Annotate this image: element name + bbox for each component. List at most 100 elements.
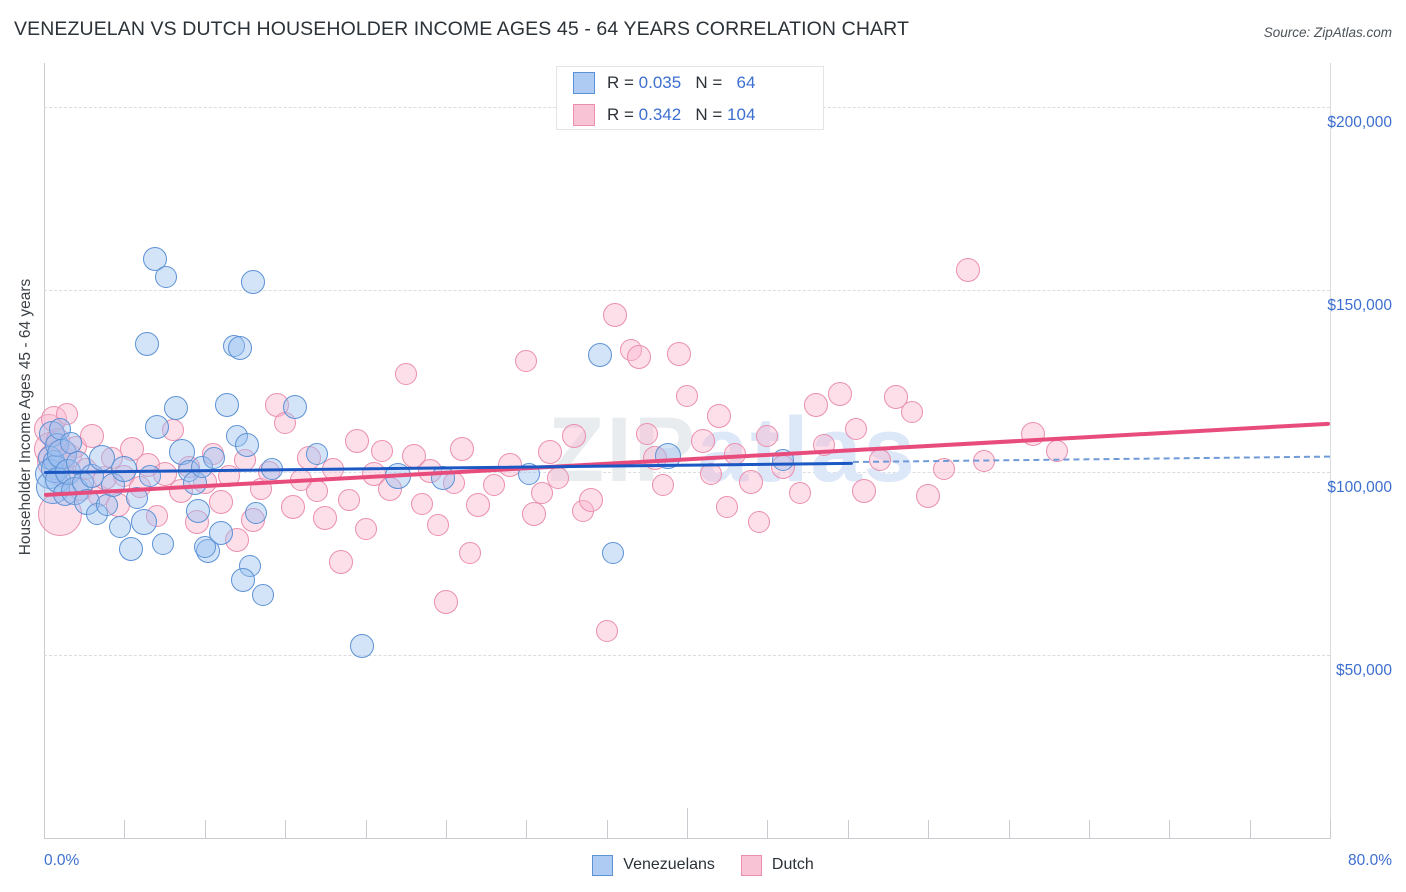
data-point-v[interactable] bbox=[118, 537, 143, 562]
data-point-d[interactable] bbox=[306, 479, 329, 502]
x-axis-tick bbox=[1330, 820, 1331, 838]
x-axis-label-max: 80.0% bbox=[1348, 852, 1392, 869]
data-point-v[interactable] bbox=[234, 433, 259, 458]
data-point-d[interactable] bbox=[458, 541, 481, 564]
data-point-v[interactable] bbox=[88, 444, 115, 471]
legend-label-venezuelans: Venezuelans bbox=[623, 856, 715, 873]
n-label-dutch: N = bbox=[695, 105, 728, 124]
source-label: Source: ZipAtlas.com bbox=[1263, 25, 1392, 40]
data-point-d[interactable] bbox=[739, 469, 764, 494]
data-point-d[interactable] bbox=[80, 423, 105, 448]
data-point-d[interactable] bbox=[345, 429, 370, 454]
data-point-d[interactable] bbox=[410, 492, 433, 515]
data-point-d[interactable] bbox=[716, 496, 739, 519]
data-point-v[interactable] bbox=[151, 532, 174, 555]
data-point-v[interactable] bbox=[203, 446, 226, 469]
data-point-v[interactable] bbox=[251, 583, 274, 606]
data-point-d[interactable] bbox=[748, 510, 771, 533]
data-point-v[interactable] bbox=[602, 541, 625, 564]
x-axis-tick bbox=[1169, 820, 1170, 838]
data-point-d[interactable] bbox=[756, 424, 779, 447]
data-point-d[interactable] bbox=[394, 362, 417, 385]
data-point-d[interactable] bbox=[466, 493, 491, 518]
data-point-d[interactable] bbox=[483, 474, 506, 497]
data-point-v[interactable] bbox=[95, 494, 118, 517]
data-point-d[interactable] bbox=[522, 502, 547, 527]
data-point-v[interactable] bbox=[350, 634, 375, 659]
data-point-d[interactable] bbox=[329, 549, 354, 574]
stats-text-dutch: R = 0.342 N = 104 bbox=[607, 105, 755, 125]
data-point-v[interactable] bbox=[245, 501, 268, 524]
data-point-d[interactable] bbox=[844, 417, 867, 440]
legend-item-dutch[interactable]: Dutch bbox=[740, 854, 814, 876]
data-point-v[interactable] bbox=[108, 516, 131, 539]
data-point-d[interactable] bbox=[578, 487, 603, 512]
correlation-stats-box: R = 0.035 N = 64 R = 0.342 N = 104 bbox=[556, 66, 824, 130]
data-point-v[interactable] bbox=[134, 332, 159, 357]
data-point-d[interactable] bbox=[916, 484, 941, 509]
data-point-v[interactable] bbox=[186, 498, 211, 523]
data-point-d[interactable] bbox=[595, 620, 618, 643]
gridline bbox=[44, 289, 1330, 291]
data-point-d[interactable] bbox=[626, 345, 651, 370]
data-point-d[interactable] bbox=[691, 429, 716, 454]
x-axis-tick bbox=[285, 820, 286, 838]
y-axis-title: Householder Income Ages 45 - 64 years bbox=[17, 278, 34, 556]
data-point-v[interactable] bbox=[144, 414, 169, 439]
data-point-d[interactable] bbox=[531, 481, 554, 504]
data-point-v[interactable] bbox=[306, 443, 329, 466]
series-legend: Venezuelans Dutch bbox=[0, 850, 1406, 880]
data-point-d[interactable] bbox=[827, 381, 852, 406]
data-point-d[interactable] bbox=[547, 466, 570, 489]
x-axis-tick bbox=[767, 820, 768, 838]
data-point-d[interactable] bbox=[666, 341, 691, 366]
data-point-d[interactable] bbox=[676, 384, 698, 407]
data-point-v[interactable] bbox=[193, 536, 216, 559]
data-point-d[interactable] bbox=[956, 257, 981, 282]
data-point-d[interactable] bbox=[851, 478, 876, 503]
data-point-d[interactable] bbox=[1020, 422, 1045, 447]
data-point-d[interactable] bbox=[973, 450, 996, 473]
data-point-v[interactable] bbox=[130, 508, 157, 535]
data-point-v[interactable] bbox=[588, 343, 613, 368]
data-point-v[interactable] bbox=[215, 392, 240, 417]
data-point-v[interactable] bbox=[139, 465, 162, 488]
x-axis-line bbox=[44, 838, 1331, 839]
data-point-d[interactable] bbox=[538, 440, 563, 465]
data-point-d[interactable] bbox=[433, 590, 458, 615]
data-point-d[interactable] bbox=[803, 392, 828, 417]
swatch-venezuelans-icon bbox=[573, 72, 595, 94]
data-point-d[interactable] bbox=[651, 474, 674, 497]
data-point-d[interactable] bbox=[901, 401, 924, 424]
data-point-d[interactable] bbox=[933, 457, 956, 480]
x-axis-tick bbox=[848, 820, 849, 838]
data-point-d[interactable] bbox=[700, 463, 723, 486]
data-point-d[interactable] bbox=[707, 403, 732, 428]
data-point-v[interactable] bbox=[282, 394, 307, 419]
data-point-d[interactable] bbox=[515, 349, 538, 372]
data-point-d[interactable] bbox=[449, 436, 474, 461]
data-point-d[interactable] bbox=[562, 423, 587, 448]
n-label-venezuelans: N = bbox=[695, 73, 728, 92]
data-point-d[interactable] bbox=[635, 423, 658, 446]
data-point-d[interactable] bbox=[370, 439, 393, 462]
data-point-v[interactable] bbox=[111, 455, 138, 482]
data-point-d[interactable] bbox=[354, 518, 377, 541]
data-point-d[interactable] bbox=[788, 481, 811, 504]
data-point-v[interactable] bbox=[228, 336, 253, 361]
data-point-d[interactable] bbox=[426, 514, 449, 537]
data-point-d[interactable] bbox=[313, 506, 338, 531]
data-point-d[interactable] bbox=[208, 489, 233, 514]
data-point-v[interactable] bbox=[155, 265, 178, 288]
data-point-v[interactable] bbox=[231, 568, 256, 593]
data-point-v[interactable] bbox=[163, 396, 188, 421]
swatch-dutch-icon bbox=[573, 104, 595, 126]
data-point-d[interactable] bbox=[281, 495, 306, 520]
data-point-v[interactable] bbox=[208, 520, 233, 545]
data-point-v[interactable] bbox=[240, 270, 265, 295]
data-point-d[interactable] bbox=[602, 303, 627, 328]
legend-item-venezuelans[interactable]: Venezuelans bbox=[592, 854, 715, 876]
data-point-d[interactable] bbox=[338, 488, 361, 511]
stats-row-dutch: R = 0.342 N = 104 bbox=[557, 99, 823, 131]
